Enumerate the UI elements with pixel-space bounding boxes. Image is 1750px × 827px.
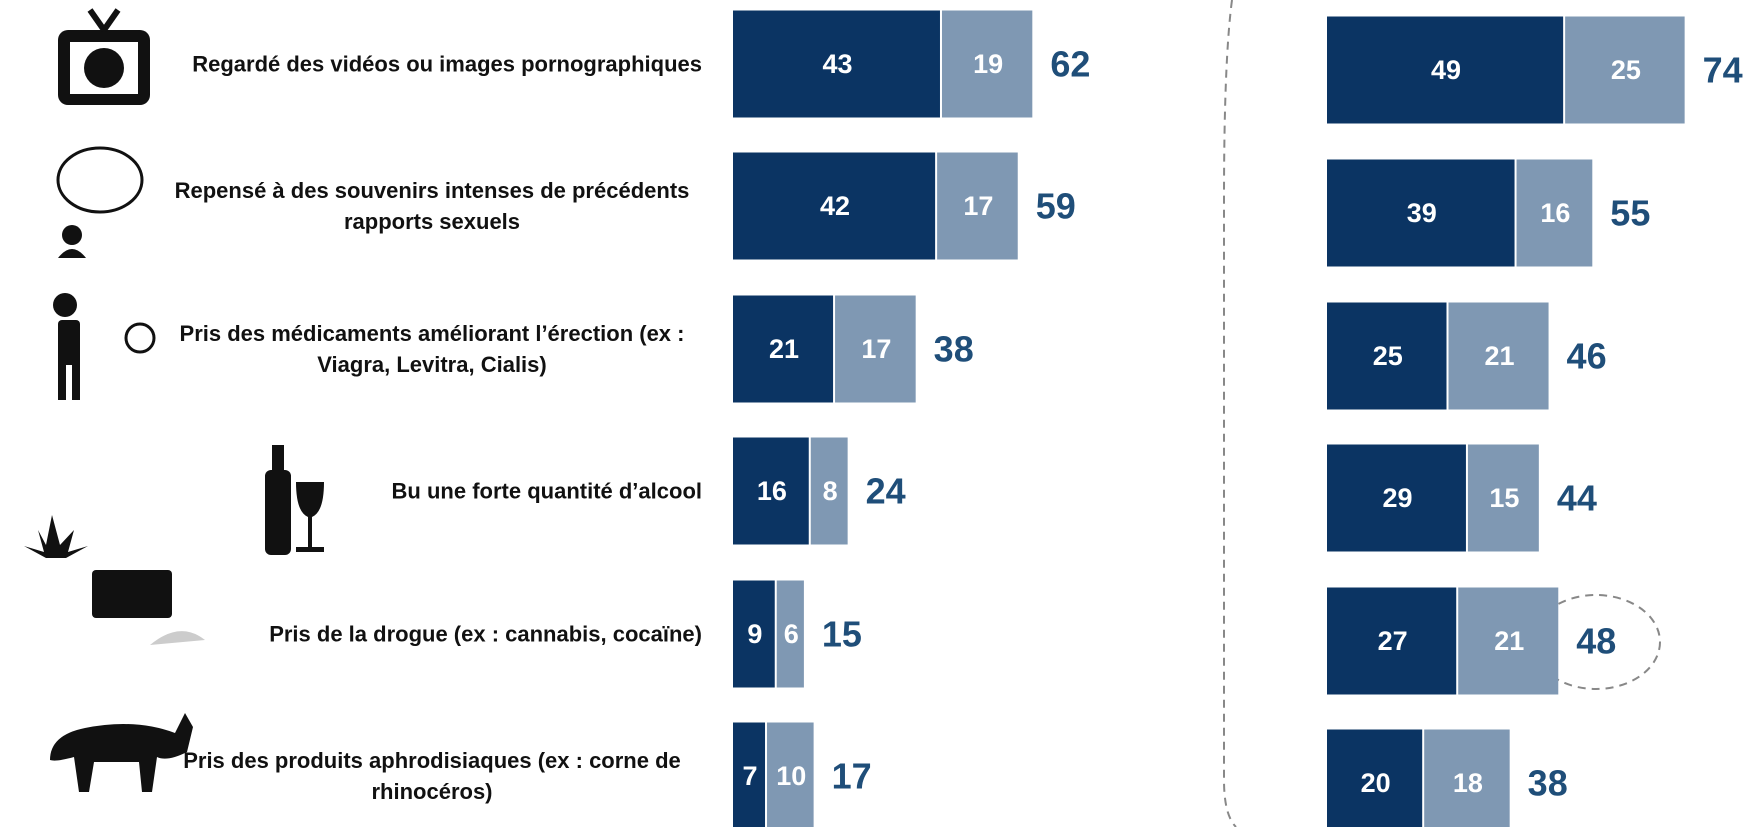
bar-segment: [1565, 16, 1685, 124]
value-label: 25: [1373, 341, 1403, 371]
value-label: 43: [822, 49, 852, 79]
bar-segment: [1327, 729, 1423, 827]
value-label: 15: [1489, 483, 1519, 513]
value-label: 6: [784, 619, 799, 649]
value-label: 27: [1378, 626, 1408, 656]
value-label: 16: [757, 476, 787, 506]
total-label: 38: [1528, 763, 1568, 804]
total-label: 44: [1557, 478, 1597, 519]
category-label: Bu une forte quantité d’alcool: [391, 478, 702, 504]
bar-segment: [733, 10, 940, 118]
value-label: 8: [823, 476, 838, 506]
bar-segment: [1516, 159, 1593, 267]
total-label: 24: [866, 471, 906, 512]
value-label: 42: [820, 191, 850, 221]
value-label: 25: [1611, 55, 1641, 85]
bar-segment: [733, 722, 766, 827]
value-label: 9: [747, 619, 762, 649]
category-label: Pris des médicaments améliorant l’érecti…: [179, 321, 685, 377]
category-label: Pris des produits aphrodisiaques (ex : c…: [183, 748, 681, 804]
value-label: 16: [1540, 198, 1570, 228]
bar-segment: [1327, 302, 1447, 410]
category-label: Repensé à des souvenirs intenses de préc…: [174, 178, 690, 234]
value-label: 10: [776, 761, 806, 791]
total-label: 46: [1567, 336, 1607, 377]
bar-segment: [767, 722, 814, 827]
category-label: Regardé des vidéos ou images pornographi…: [192, 51, 702, 77]
icons: [24, 8, 324, 792]
value-label: 20: [1361, 768, 1391, 798]
value-label: 17: [861, 334, 891, 364]
bar-segment: [941, 10, 1033, 118]
value-label: 29: [1382, 483, 1412, 513]
total-label: 62: [1050, 44, 1090, 85]
total-label: 17: [832, 756, 872, 797]
bar-segment: [1467, 444, 1539, 552]
bar-segment: [810, 437, 848, 545]
value-label: 49: [1431, 55, 1461, 85]
value-label: 18: [1453, 768, 1483, 798]
bar-segment: [733, 295, 834, 403]
bar-segment: [733, 437, 809, 545]
bar-segment: [1448, 302, 1549, 410]
value-label: 21: [769, 334, 799, 364]
bar-segment: [1424, 729, 1510, 827]
bar-segment: [776, 580, 804, 688]
bar-segment: [733, 580, 775, 688]
bar-segment: [1327, 16, 1564, 124]
value-label: 19: [973, 49, 1003, 79]
bar-segment: [1327, 159, 1515, 267]
total-label: 59: [1036, 186, 1076, 227]
value-label: 39: [1407, 198, 1437, 228]
total-label: 38: [934, 329, 974, 370]
bar-segment: [1327, 444, 1466, 552]
category-label: Pris de la drogue (ex : cannabis, cocaïn…: [269, 621, 702, 647]
total-label: 15: [822, 614, 862, 655]
total-label: 74: [1703, 50, 1743, 91]
bar-segment: [1458, 587, 1559, 695]
bar-segment: [1327, 587, 1457, 695]
divider: [1223, 0, 1237, 827]
total-label: 55: [1610, 193, 1650, 234]
value-label: 21: [1494, 626, 1524, 656]
bar-segment: [835, 295, 916, 403]
value-label: 7: [742, 761, 757, 791]
bar-segment: [937, 152, 1018, 260]
bar-segment: [733, 152, 936, 260]
value-label: 21: [1485, 341, 1515, 371]
value-label: 17: [963, 191, 993, 221]
total-label: 48: [1576, 621, 1616, 662]
